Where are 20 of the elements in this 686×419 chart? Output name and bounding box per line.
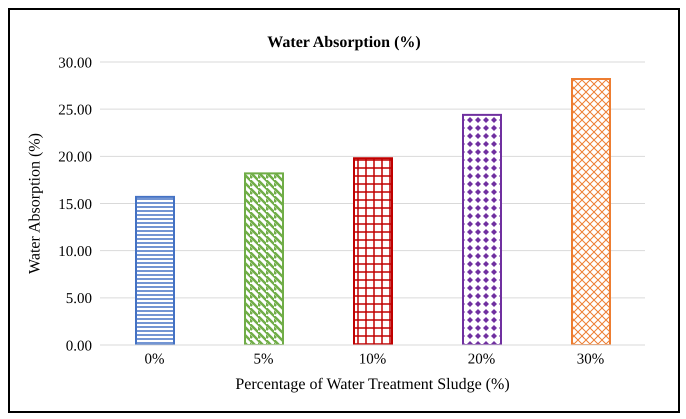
y-axis-title: Water Absorption (%) [26, 133, 44, 274]
y-tick-label: 10.00 [58, 244, 92, 260]
y-tick-label: 5.00 [66, 291, 92, 308]
x-tick-label: 10% [358, 352, 386, 368]
bar [135, 196, 175, 345]
y-tick-label: 0.00 [66, 338, 92, 354]
x-tick-label: 0% [144, 352, 164, 368]
y-tick-label: 30.00 [58, 55, 92, 72]
y-tick-label: 15.00 [58, 196, 92, 213]
bar [571, 78, 611, 345]
y-tick-label: 20.00 [58, 150, 92, 166]
bar [462, 114, 502, 345]
x-tick-label: 5% [254, 352, 274, 368]
x-tick-label: 20% [468, 352, 496, 368]
x-tick-label: 30% [576, 352, 604, 368]
y-tick-label: 25.00 [58, 102, 92, 118]
chart-title: Water Absorption (%) [266, 34, 422, 52]
x-axis-title: Percentage of Water Treatment Sludge (%) [235, 376, 510, 393]
bar [353, 157, 393, 345]
bar [244, 172, 284, 345]
